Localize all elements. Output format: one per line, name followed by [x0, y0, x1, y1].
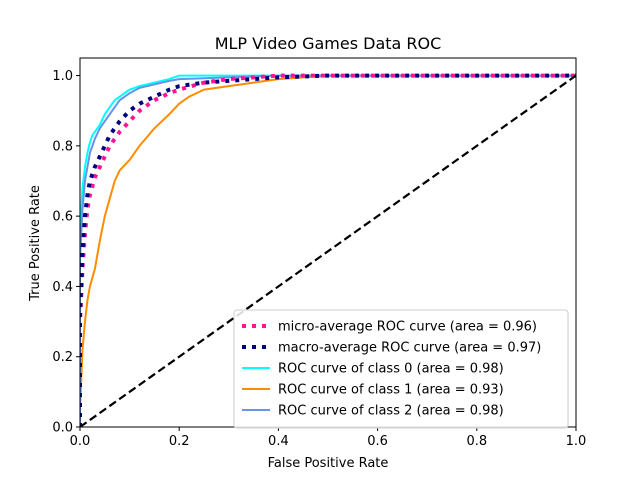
- y-axis-label: True Positive Rate: [28, 185, 43, 302]
- x-tick-label: 0.4: [268, 434, 289, 449]
- x-tick-label: 1.0: [566, 434, 587, 449]
- y-tick-label: 0.2: [52, 350, 73, 365]
- chance-diagonal-line: [80, 74, 576, 427]
- plot-area: [80, 73, 576, 427]
- curves: [80, 73, 576, 427]
- legend: micro-average ROC curve (area = 0.96) mac…: [233, 309, 569, 429]
- legend-label-0: micro-average ROC curve (area = 0.96): [278, 320, 537, 335]
- axes: 0.0 0.2 0.4 0.6 0.8 1.0 0.0 0.2 0.4 0.6 0.8 1.0: [52, 57, 587, 449]
- legend-box: [233, 309, 569, 429]
- roc-series-2: [80, 74, 576, 427]
- roc-series-4: [80, 74, 576, 427]
- x-axis-label: False Positive Rate: [268, 456, 389, 471]
- y-tick-label: 0.4: [52, 280, 73, 295]
- chart-title: MLP Video Games Data ROC: [215, 34, 442, 53]
- x-tick-label: 0.2: [169, 434, 190, 449]
- legend-label-2: ROC curve of class 0 (area = 0.98): [278, 362, 504, 377]
- x-tick-label: 0.0: [70, 434, 91, 449]
- y-tick-label: 0.0: [52, 421, 73, 436]
- y-tick-label: 1.0: [52, 69, 73, 84]
- y-tick-label: 0.6: [52, 210, 73, 225]
- legend-label-3: ROC curve of class 1 (area = 0.93): [278, 383, 504, 398]
- legend-label-1: macro-average ROC curve (area = 0.97): [278, 341, 541, 356]
- y-tick-label: 0.8: [52, 139, 73, 154]
- x-tick-label: 0.6: [367, 434, 388, 449]
- legend-label-4: ROC curve of class 2 (area = 0.98): [278, 404, 504, 419]
- roc-series-1: [80, 73, 576, 427]
- roc-series-3: [80, 74, 576, 427]
- x-tick-label: 0.8: [466, 434, 487, 449]
